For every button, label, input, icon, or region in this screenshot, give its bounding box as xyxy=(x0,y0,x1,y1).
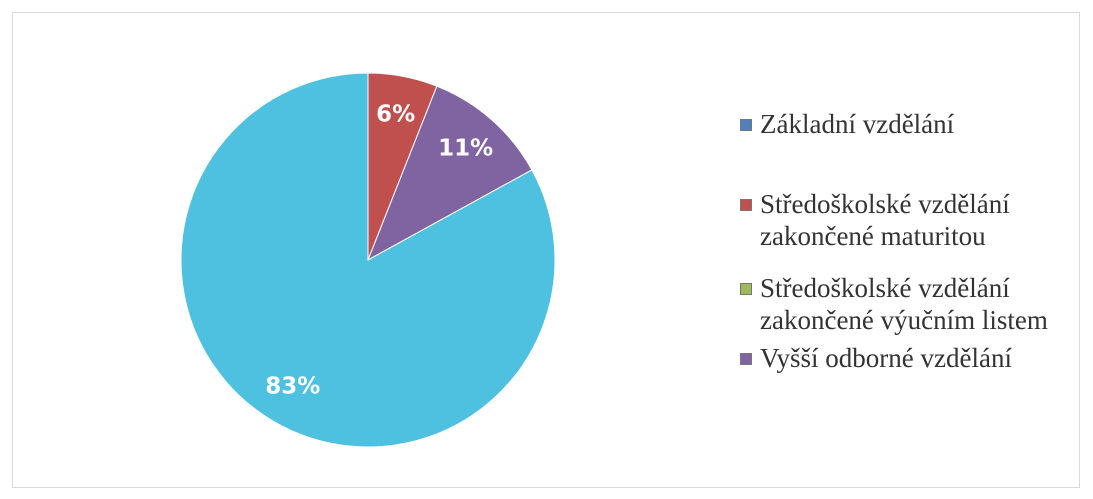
legend-entry: Středoškolské vzdělání zakončené maturit… xyxy=(738,188,1058,252)
chart-frame xyxy=(12,12,1080,488)
legend-entry: Vyšší odborné vzdělání xyxy=(738,342,1058,374)
pie-slice xyxy=(367,85,533,262)
legend-label: Středoškolské vzdělání zakončené maturit… xyxy=(760,189,1010,251)
legend: Základní vzdělání Středoškolské vzdělání … xyxy=(738,108,1058,374)
legend-label: Vyšší odborné vzdělání xyxy=(760,343,1012,373)
data-label: 6% xyxy=(376,101,415,127)
legend-key xyxy=(740,283,752,295)
legend-entry: Základní vzdělání xyxy=(738,108,1058,140)
legend-label: Základní vzdělání xyxy=(760,109,955,139)
legend-label: Středoškolské vzdělání zakončené výučním… xyxy=(760,273,1048,335)
legend-key xyxy=(740,199,752,211)
legend-entry: Středoškolské vzdělání zakončené výučním… xyxy=(738,272,1058,336)
pie-slice xyxy=(180,72,556,448)
legend-key xyxy=(740,119,752,131)
data-label: 11% xyxy=(438,136,493,162)
data-label: 83% xyxy=(265,374,320,400)
legend-key xyxy=(740,353,752,365)
